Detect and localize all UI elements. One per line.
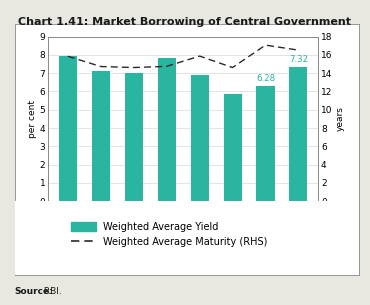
Bar bbox=[256, 86, 275, 201]
Text: Chart 1.41: Market Borrowing of Central Government: Chart 1.41: Market Borrowing of Central … bbox=[18, 17, 351, 27]
Bar bbox=[125, 73, 143, 201]
Bar bbox=[158, 58, 176, 201]
Bar bbox=[92, 71, 110, 201]
Text: Source:: Source: bbox=[15, 287, 54, 296]
Y-axis label: per cent: per cent bbox=[28, 100, 37, 138]
Text: 6.28: 6.28 bbox=[256, 74, 275, 83]
Bar bbox=[223, 95, 242, 201]
Legend: Weighted Average Yield, Weighted Average Maturity (RHS): Weighted Average Yield, Weighted Average… bbox=[71, 222, 268, 247]
Bar bbox=[289, 67, 307, 201]
Text: 7.32: 7.32 bbox=[289, 55, 308, 64]
Text: RBI.: RBI. bbox=[41, 287, 62, 296]
Y-axis label: years: years bbox=[335, 106, 344, 131]
Bar bbox=[191, 75, 209, 201]
Bar bbox=[59, 56, 77, 201]
